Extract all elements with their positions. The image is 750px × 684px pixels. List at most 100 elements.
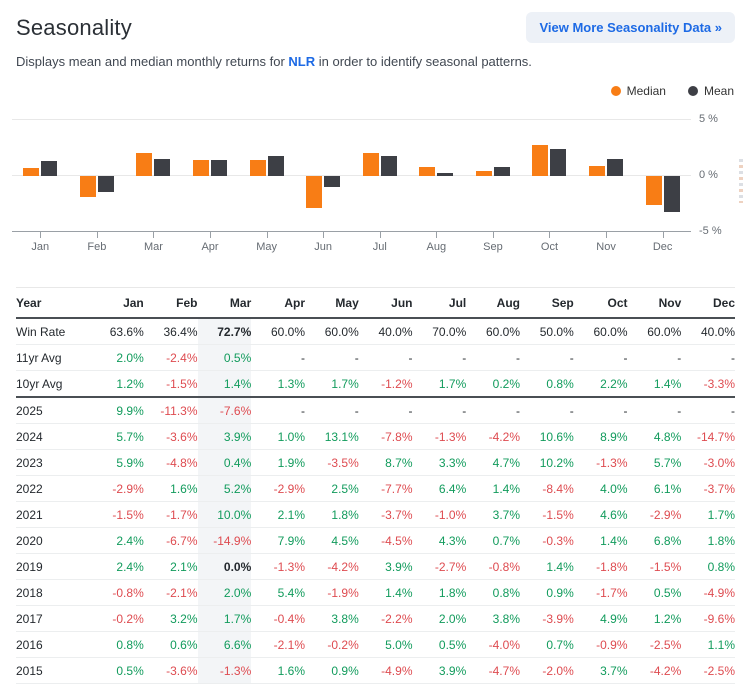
cell-2025-may: - [305, 397, 359, 424]
row-label: 2022 [16, 475, 90, 502]
cell-win-rate-jan: 63.6% [90, 318, 144, 345]
mean-bar-jul[interactable] [380, 155, 397, 176]
cell-2023-jan: 5.9% [90, 449, 144, 476]
seasonality-table: Year Jan Feb Mar Apr May Jun Jul Aug Sep Oct Nov Dec… [16, 287, 735, 684]
month-group-jan: Jan [12, 119, 69, 253]
legend-item-mean[interactable]: Mean [687, 84, 734, 98]
column-header-sep: Sep [520, 287, 574, 319]
cell-2021-feb: -1.7% [143, 501, 198, 528]
cell-2017-jun: -2.2% [358, 605, 413, 632]
mean-bar-feb[interactable] [97, 175, 114, 192]
median-bar-jun[interactable] [306, 175, 323, 208]
column-header-year: Year [16, 287, 90, 319]
cell-2017-sep: -3.9% [520, 605, 574, 632]
cell-2022-jul: 6.4% [412, 475, 467, 502]
ticker-link[interactable]: NLR [288, 54, 316, 69]
cell-2021-oct: 4.6% [573, 501, 628, 528]
row-label: 2021 [16, 501, 90, 528]
x-axis-tick [549, 232, 551, 238]
median-bar-sep[interactable] [475, 170, 492, 176]
x-axis-tick [436, 232, 438, 238]
cell-2019-apr: -1.3% [251, 553, 305, 580]
x-axis-tick [323, 232, 325, 238]
cell-2020-mar: -14.9% [197, 527, 252, 554]
column-header-apr: Apr [251, 287, 305, 319]
median-bar-aug[interactable] [419, 166, 436, 176]
cell-2017-aug: 3.8% [466, 605, 520, 632]
column-header-aug: Aug [466, 287, 520, 319]
cell-2015-apr: 1.6% [251, 657, 305, 684]
cell-2017-nov: 1.2% [627, 605, 682, 632]
x-axis-label-sep: Sep [483, 241, 503, 253]
median-bar-apr[interactable] [193, 159, 210, 176]
x-axis-tick [266, 232, 268, 238]
cell-2023-feb: -4.8% [143, 449, 198, 476]
cell-2022-feb: 1.6% [143, 475, 198, 502]
y-axis-label-0: 0 % [699, 169, 718, 181]
cell-10yr-avg-may: 1.7% [305, 370, 359, 398]
row-label: 2024 [16, 423, 90, 450]
right-edge-artifact [739, 159, 743, 203]
column-header-mar: Mar [197, 287, 252, 319]
x-axis-tick [96, 232, 98, 238]
median-bar-nov[interactable] [589, 165, 606, 176]
cell-2017-dec: -9.6% [681, 605, 735, 632]
cell-10yr-avg-mar: 1.4% [197, 370, 252, 398]
x-axis-label-may: May [256, 241, 277, 253]
median-bar-jul[interactable] [362, 152, 379, 176]
view-more-seasonality-button[interactable]: View More Seasonality Data » [526, 12, 735, 43]
mean-bar-sep[interactable] [493, 166, 510, 176]
legend-item-median[interactable]: Median [610, 84, 666, 98]
median-bar-mar[interactable] [136, 152, 153, 176]
cell-2020-oct: 1.4% [573, 527, 628, 554]
median-bar-feb[interactable] [79, 175, 96, 197]
cell-win-rate-jul: 70.0% [412, 318, 467, 345]
legend-mean-label: Mean [703, 84, 734, 98]
x-axis-tick [40, 232, 42, 238]
median-bar-jan[interactable] [23, 167, 40, 176]
mean-bar-apr[interactable] [211, 159, 228, 176]
plot-area-wrap: Jan Feb Mar Apr May Jun Jul Aug Sep Oct Nov Dec 5 %… [12, 113, 743, 264]
mean-bar-nov[interactable] [607, 158, 624, 176]
x-axis-label-feb: Feb [87, 241, 107, 253]
mean-bar-mar[interactable] [154, 158, 171, 176]
mean-bar-may[interactable] [267, 155, 284, 176]
cell-win-rate-dec: 40.0% [681, 318, 735, 345]
cell-10yr-avg-apr: 1.3% [251, 370, 305, 398]
median-bar-oct[interactable] [532, 144, 549, 176]
cell-2017-jul: 2.0% [412, 605, 467, 632]
cell-11yr-avg-feb: -2.4% [143, 344, 198, 371]
cell-2016-mar: 6.6% [197, 631, 252, 658]
median-bar-dec[interactable] [645, 175, 662, 205]
cell-2019-mar: 0.0% [197, 553, 252, 580]
cell-2023-dec: -3.0% [681, 449, 735, 476]
x-axis-label-mar: Mar [143, 241, 163, 253]
cell-10yr-avg-jul: 1.7% [412, 370, 467, 398]
cell-11yr-avg-aug: - [466, 344, 520, 371]
median-bar-may[interactable] [249, 159, 266, 176]
x-axis-label-dec: Dec [652, 241, 673, 253]
cell-2021-dec: 1.7% [681, 501, 735, 528]
cell-2015-aug: -4.7% [466, 657, 520, 684]
mean-bar-oct[interactable] [550, 148, 567, 176]
cell-2022-oct: 4.0% [573, 475, 628, 502]
gridline-5pct [12, 119, 691, 120]
cell-win-rate-may: 60.0% [305, 318, 359, 345]
row-label: 2025 [16, 397, 90, 424]
mean-bar-aug[interactable] [437, 172, 454, 176]
cell-2016-sep: 0.7% [520, 631, 574, 658]
cell-2016-jul: 0.5% [412, 631, 467, 658]
cell-2018-may: -1.9% [305, 579, 359, 606]
cell-2020-jan: 2.4% [90, 527, 144, 554]
cell-2023-aug: 4.7% [466, 449, 520, 476]
mean-bar-jan[interactable] [41, 160, 58, 176]
mean-bar-dec[interactable] [663, 175, 680, 212]
cell-2018-feb: -2.1% [143, 579, 198, 606]
x-axis-line [12, 231, 691, 232]
cell-2019-nov: -1.5% [627, 553, 682, 580]
mean-bar-jun[interactable] [324, 175, 341, 187]
cell-2015-dec: -2.5% [681, 657, 735, 684]
row-label: 2019 [16, 553, 90, 580]
cell-2025-apr: - [251, 397, 305, 424]
cell-2025-feb: -11.3% [143, 397, 198, 424]
